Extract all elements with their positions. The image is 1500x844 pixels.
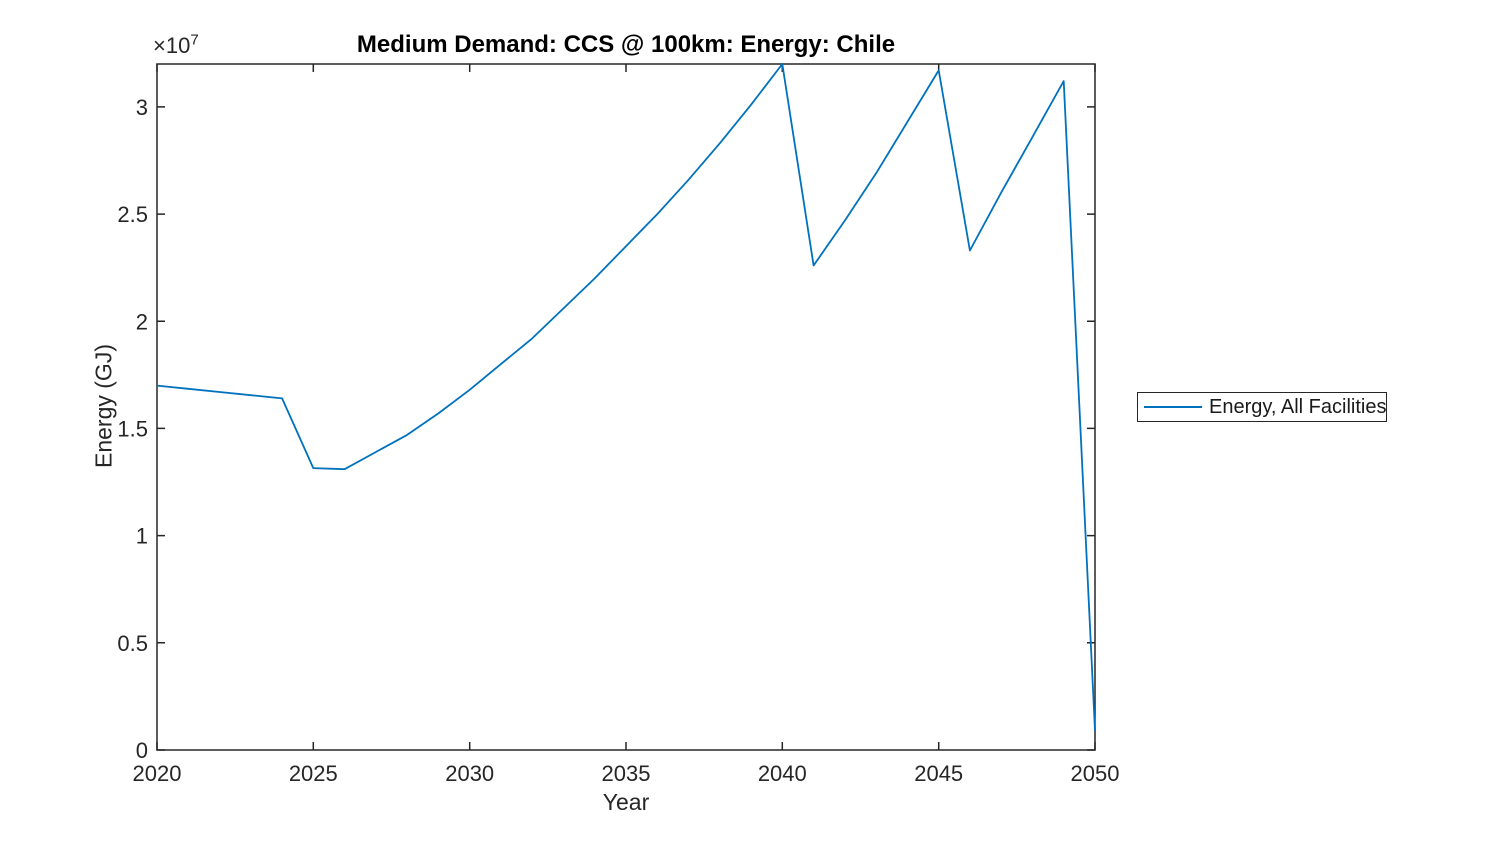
y-tick-label: 0.5 [117, 631, 148, 656]
series-layer [156, 63, 1096, 731]
axes-box [156, 63, 1096, 751]
offset-exponent: 7 [190, 31, 199, 49]
y-tick-label: 2.5 [117, 202, 148, 227]
chart-title: Medium Demand: CCS @ 100km: Energy: Chil… [356, 31, 896, 58]
x-tick-label: 2020 [133, 761, 182, 786]
y-axis-exponent-label: ×107 [153, 33, 199, 59]
x-tick-label: 2045 [914, 761, 963, 786]
x-tick-label: 2040 [758, 761, 807, 786]
legend-line-sample [1144, 406, 1202, 408]
y-tick-label: 1 [136, 524, 148, 549]
x-tick-label: 2050 [1071, 761, 1120, 786]
y-tick-label: 3 [136, 95, 148, 120]
y-tick-label: 2 [136, 309, 148, 334]
x-tick-label: 2030 [445, 761, 494, 786]
x-axis-label: Year [602, 789, 650, 815]
y-tick-label: 1.5 [117, 416, 148, 441]
series-line [156, 63, 1096, 731]
x-tick-label: 2025 [289, 761, 338, 786]
legend-entry-label: Energy, All Facilities [1209, 395, 1387, 418]
axes-layer [156, 63, 1096, 751]
tick-marks [156, 64, 1096, 751]
legend: Energy, All Facilities [1137, 392, 1387, 422]
tick-labels-layer: 2020 2025 2030 2035 2040 2045 2050 0 0.5 1 1.5 2 2.5… [117, 95, 1119, 786]
y-tick-label: 0 [136, 738, 148, 763]
offset-base: ×10 [153, 33, 191, 58]
x-tick-label: 2035 [602, 761, 651, 786]
